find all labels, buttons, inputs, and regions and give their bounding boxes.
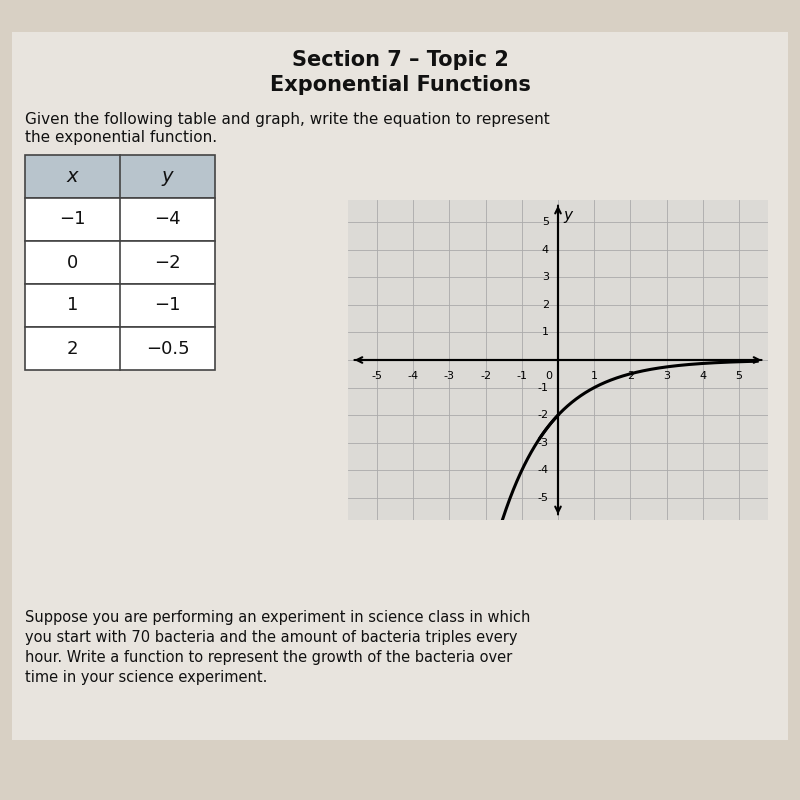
Text: 0: 0 (546, 371, 553, 381)
Text: 0: 0 (67, 254, 78, 271)
Text: Section 7 – Topic 2: Section 7 – Topic 2 (291, 50, 509, 70)
Text: -1: -1 (516, 371, 527, 381)
Text: -5: -5 (371, 371, 382, 381)
Text: 2: 2 (542, 300, 549, 310)
Text: Given the following table and graph, write the equation to represent: Given the following table and graph, wri… (25, 112, 550, 127)
Text: time in your science experiment.: time in your science experiment. (25, 670, 267, 685)
Text: 1: 1 (590, 371, 598, 381)
Text: −2: −2 (154, 254, 181, 271)
Text: 4: 4 (699, 371, 706, 381)
Text: Exponential Functions: Exponential Functions (270, 75, 530, 95)
Text: 3: 3 (542, 272, 549, 282)
Text: Suppose you are performing an experiment in science class in which: Suppose you are performing an experiment… (25, 610, 530, 625)
Bar (25, 241, 215, 284)
Text: -1: -1 (538, 382, 549, 393)
Text: -3: -3 (538, 438, 549, 448)
Bar (12, 32, 788, 740)
Text: −1: −1 (59, 210, 86, 229)
Text: 4: 4 (542, 245, 549, 254)
Text: 2: 2 (627, 371, 634, 381)
Text: -4: -4 (538, 466, 549, 475)
Text: y: y (162, 167, 174, 186)
Text: -4: -4 (408, 371, 418, 381)
Text: -3: -3 (444, 371, 455, 381)
Text: hour. Write a function to represent the growth of the bacteria over: hour. Write a function to represent the … (25, 650, 512, 665)
Bar (25, 155, 215, 198)
Text: the exponential function.: the exponential function. (25, 130, 217, 145)
Text: -5: -5 (538, 493, 549, 503)
Text: −1: −1 (154, 297, 181, 314)
Text: -2: -2 (480, 371, 491, 381)
Text: 5: 5 (735, 371, 742, 381)
Bar (25, 327, 215, 370)
Text: you start with 70 bacteria and the amount of bacteria triples every: you start with 70 bacteria and the amoun… (25, 630, 518, 645)
Text: −0.5: −0.5 (146, 339, 190, 358)
Bar (25, 198, 215, 241)
Text: 1: 1 (67, 297, 78, 314)
Text: -2: -2 (538, 410, 549, 420)
Text: 5: 5 (542, 217, 549, 227)
Text: y: y (563, 208, 573, 223)
Text: 3: 3 (663, 371, 670, 381)
Text: 1: 1 (542, 327, 549, 338)
Text: x: x (66, 167, 78, 186)
Text: 2: 2 (66, 339, 78, 358)
Bar (25, 284, 215, 327)
Text: −4: −4 (154, 210, 181, 229)
